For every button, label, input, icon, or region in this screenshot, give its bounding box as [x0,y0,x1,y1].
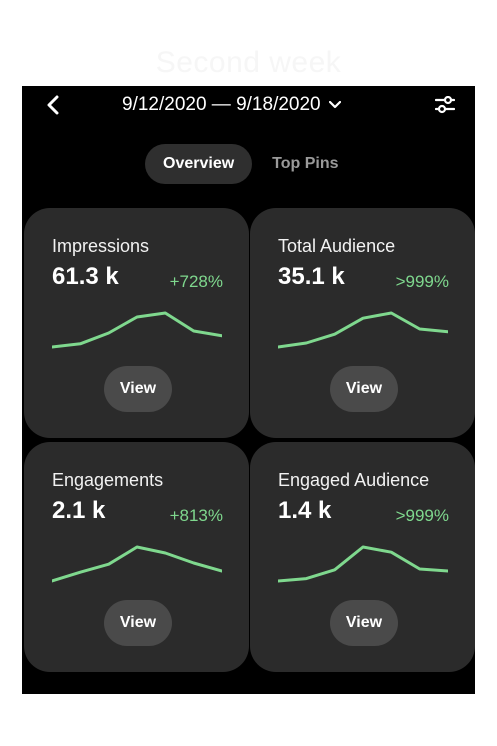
card-value: 35.1 k [278,263,345,290]
tab-bar: Overview Top Pins [145,144,357,184]
trend-line [278,545,448,583]
back-button[interactable] [40,92,66,118]
total-audience-card: Total Audience 35.1 k >999% View [250,208,475,438]
filter-button[interactable] [432,92,458,118]
card-value: 1.4 k [278,497,332,524]
trend-sparkline [278,545,448,583]
trend-sparkline [278,311,448,349]
card-title: Engagements [52,470,164,490]
engaged-audience-card: Engaged Audience 1.4 k >999% View [250,442,475,672]
trend-line [278,311,448,349]
trend-line [52,311,222,349]
card-change: +728% [169,272,223,291]
chevron-down-icon [328,101,341,109]
card-title: Impressions [52,236,150,256]
header: 9/12/2020 — 9/18/2020 [22,86,475,126]
view-button[interactable]: View [104,600,172,646]
impressions-card: Impressions 61.3 k +728% View [24,208,249,438]
tab-top-pins[interactable]: Top Pins [272,155,339,172]
card-change: >999% [395,506,449,525]
card-change: +813% [169,506,223,525]
date-range-selector[interactable]: 9/12/2020 — 9/18/2020 [122,92,341,118]
card-change: >999% [395,272,449,291]
card-value: 61.3 k [52,263,119,290]
analytics-screen: 9/12/2020 — 9/18/2020 Overview Top Pins … [22,86,475,694]
card-title: Total Audience [278,236,396,256]
card-value: 2.1 k [52,497,106,524]
trend-line [52,545,222,583]
date-range-label: 9/12/2020 — 9/18/2020 [122,94,321,115]
sliders-icon [435,96,455,114]
trend-sparkline [52,311,222,349]
watermark-text: Second week [155,46,342,79]
view-button[interactable]: View [330,600,398,646]
view-button[interactable]: View [330,366,398,412]
view-button[interactable]: View [104,366,172,412]
card-title: Engaged Audience [278,470,430,490]
engagements-card: Engagements 2.1 k +813% View [24,442,249,672]
trend-sparkline [52,545,222,583]
tab-overview[interactable]: Overview [145,144,253,184]
chevron-left-icon [47,95,59,115]
